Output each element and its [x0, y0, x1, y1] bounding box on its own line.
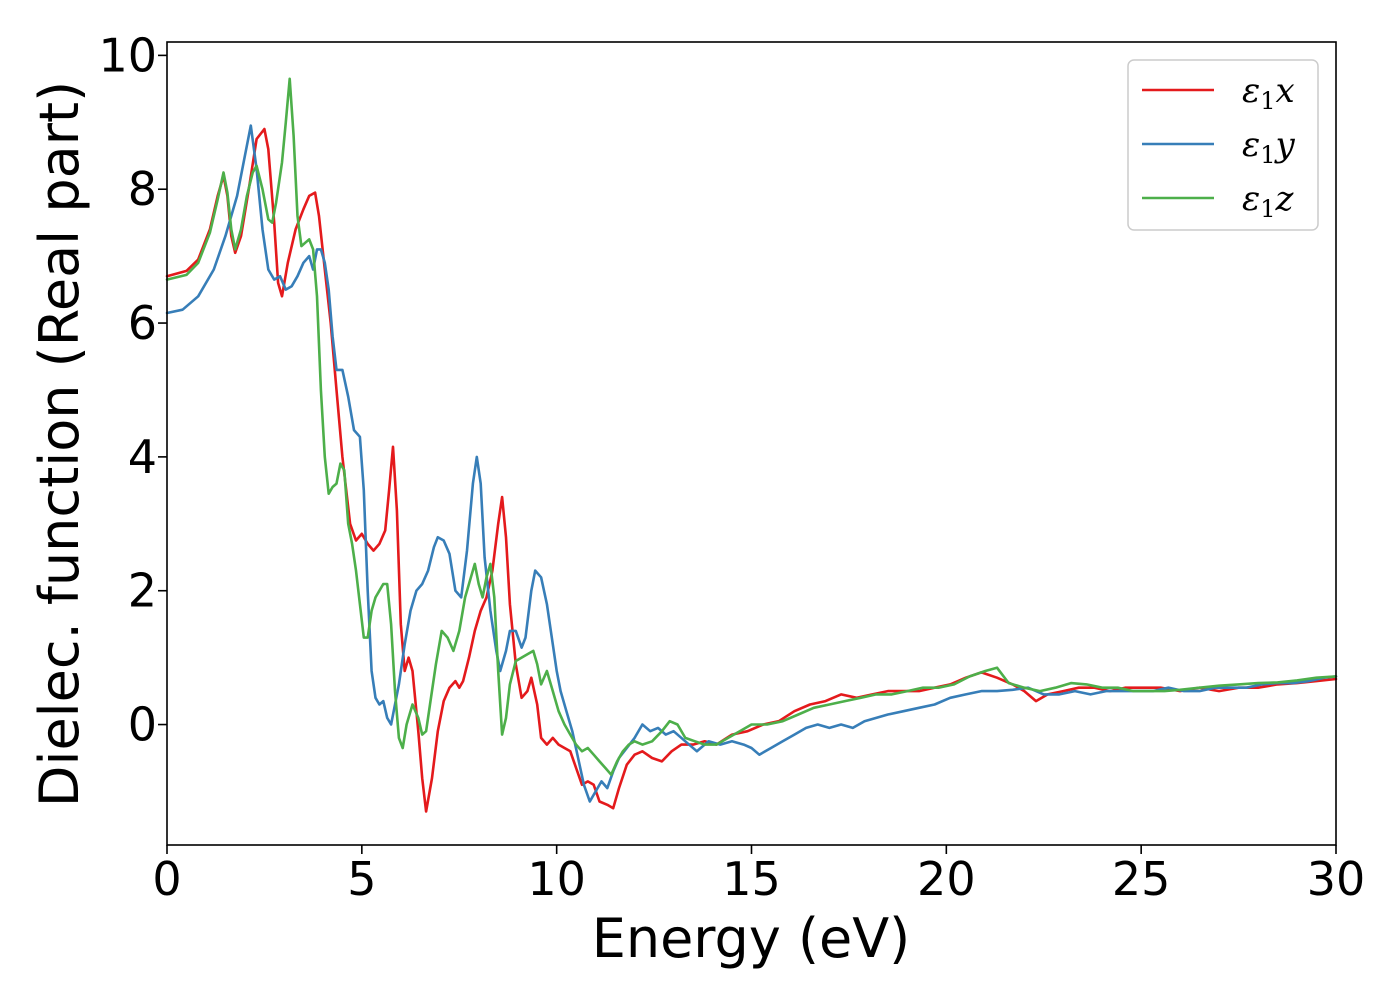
y-axis-ticks: 0 2 4 6 8 10: [98, 28, 167, 752]
legend-label: ε1y: [1242, 125, 1296, 169]
legend-label: ε1z: [1242, 179, 1295, 223]
y-tick-label: 6: [128, 296, 157, 350]
x-tick-label: 0: [152, 852, 181, 906]
series-line-0: [165, 127, 1338, 813]
legend-box: [1127, 59, 1319, 231]
x-tick-label: 25: [1112, 852, 1171, 906]
x-tick-label: 20: [917, 852, 976, 906]
x-tick-label: 10: [527, 852, 586, 906]
y-tick-label: 0: [128, 698, 157, 752]
y-tick-label: 4: [128, 430, 157, 484]
legend-label: ε1x: [1242, 71, 1295, 115]
series-layer: [165, 77, 1338, 813]
series-line-2: [165, 77, 1338, 776]
series-line-1: [165, 124, 1338, 803]
y-tick-label: 8: [128, 162, 157, 216]
y-tick-label: 10: [98, 28, 157, 82]
x-tick-label: 5: [347, 852, 376, 906]
legend: ε1x ε1y ε1z: [1127, 59, 1319, 231]
x-tick-label: 30: [1307, 852, 1366, 906]
y-axis-label: Dielec. function (Real part): [28, 81, 91, 807]
y-tick-label: 2: [128, 564, 157, 618]
x-axis-ticks: 0 5 10 15 20 25 30: [152, 845, 1365, 906]
x-axis-label: Energy (eV): [592, 907, 911, 970]
x-tick-label: 15: [722, 852, 781, 906]
